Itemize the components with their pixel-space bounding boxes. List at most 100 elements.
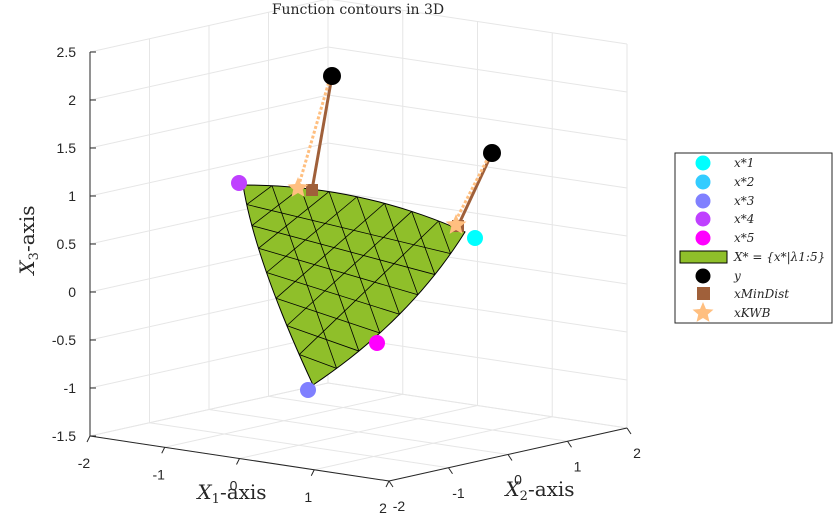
z-tick-label: 1.5 <box>57 140 77 156</box>
mesh-line <box>356 196 400 315</box>
mesh-line <box>251 225 435 275</box>
mesh-line <box>271 185 337 369</box>
y-tick <box>507 454 513 461</box>
data-marks <box>231 67 501 398</box>
y-tick-label: 2 <box>633 445 641 461</box>
x-tick-label: -2 <box>78 455 91 471</box>
x-tick-label: 2 <box>379 500 387 513</box>
y-tick-label: -1 <box>452 485 465 501</box>
x-tick <box>86 435 91 443</box>
kwb-line <box>452 155 491 225</box>
y-floor-gridline <box>327 382 628 429</box>
z-tick-label: 1 <box>68 188 76 204</box>
kwb-marker <box>287 177 309 197</box>
z-tick-labels: -1.5 -1 -0.5 0 0.5 1 1.5 2 2.5 <box>52 44 76 444</box>
x5-marker <box>369 335 385 351</box>
y-floor-gridline <box>208 409 509 455</box>
mesh-line <box>258 247 418 296</box>
legend-x3-swatch <box>695 193 711 209</box>
x3-marker <box>300 382 316 398</box>
mesh-line <box>286 211 413 326</box>
legend-label: y <box>733 269 741 283</box>
kwb-line <box>296 77 332 189</box>
mesh-line <box>275 203 385 299</box>
z-tick-label: 0 <box>68 284 76 300</box>
mesh-line <box>246 204 451 255</box>
x-tick-label: 0 <box>230 478 238 494</box>
mesh-line <box>328 191 381 334</box>
legend-label: xMinDist <box>734 287 789 301</box>
legend-label: x*1 <box>734 156 754 170</box>
x1-marker <box>467 230 483 246</box>
mesh-line <box>438 220 451 254</box>
mesh-line <box>266 196 358 273</box>
legend-label: x*5 <box>734 231 754 245</box>
x-tick-label: -1 <box>153 466 166 482</box>
z-tick-label: 2 <box>68 92 76 108</box>
z-gridline <box>89 0 628 53</box>
x-tick <box>385 480 390 488</box>
legend-label: xKWB <box>734 306 771 320</box>
z-axis-label: X3-axis <box>15 205 42 276</box>
mindist-line <box>456 152 494 227</box>
y-marker <box>483 144 501 162</box>
mesh-line <box>300 187 360 352</box>
z-tick-label: -1.5 <box>52 428 76 444</box>
legend-x4-swatch <box>695 211 711 227</box>
y-tick <box>567 440 572 448</box>
y-tick <box>448 467 453 475</box>
mesh-line <box>246 185 273 205</box>
y-floor-gridline <box>268 395 568 442</box>
kwb-marker <box>445 214 467 234</box>
x-tick-label: 1 <box>304 489 312 505</box>
y-tick-label: 1 <box>574 458 582 474</box>
chart-title: Function contours in 3D <box>272 2 444 18</box>
x-axis-label: X1-axis <box>195 480 266 507</box>
legend-kwb-swatch <box>692 302 714 322</box>
z-tick-label: -0.5 <box>52 332 76 348</box>
legend-x2-swatch <box>695 174 711 190</box>
z-tick-label: 2.5 <box>57 44 77 60</box>
legend-mindist-swatch <box>697 287 710 300</box>
x-tick-labels: -2 -1 0 1 2 <box>78 455 387 513</box>
legend-y-swatch <box>695 268 711 284</box>
y-tick-label: -2 <box>393 498 406 513</box>
z-gridline <box>89 46 628 101</box>
legend: x*1 x*2 x*3 x*4 x*5 X* = {x*|λ1:5} y xMinDist xK… <box>674 152 833 324</box>
pareto-surface <box>242 184 466 386</box>
z-tick-label: 0.5 <box>57 236 77 252</box>
x-tick <box>161 447 166 454</box>
x-tick <box>310 469 315 476</box>
z-gridline <box>89 142 628 197</box>
surface-fill <box>242 184 466 386</box>
mesh-line <box>298 220 439 355</box>
legend-x5-swatch <box>695 230 711 246</box>
legend-surface-swatch <box>679 250 728 264</box>
y-tick-label: 0 <box>514 472 522 488</box>
x-tick <box>236 458 240 465</box>
x4-marker <box>231 175 247 191</box>
mindist-marker <box>306 184 318 196</box>
mesh-line <box>411 211 436 275</box>
y-axis-label: X2-axis <box>503 477 574 504</box>
z-gridline <box>89 94 628 149</box>
mesh-line <box>258 191 330 249</box>
mesh-line <box>384 203 419 295</box>
legend-label: x*4 <box>734 212 754 226</box>
mesh-line <box>275 297 380 334</box>
legend-label: x*3 <box>734 194 755 208</box>
z-tick-label: -1 <box>64 380 77 396</box>
mesh-line <box>286 325 360 352</box>
mesh-line <box>266 272 400 315</box>
axes <box>86 51 632 488</box>
mindist-line <box>310 75 334 191</box>
legend-label: X* = {x*|λ1:5} <box>733 250 825 264</box>
x-floor-gridline <box>314 416 553 471</box>
y-tick <box>388 480 394 488</box>
y-marker <box>323 67 341 85</box>
legend-x1-swatch <box>695 155 711 171</box>
mesh-line <box>299 354 337 369</box>
y-tick <box>626 427 632 435</box>
legend-label: x*2 <box>734 175 754 189</box>
